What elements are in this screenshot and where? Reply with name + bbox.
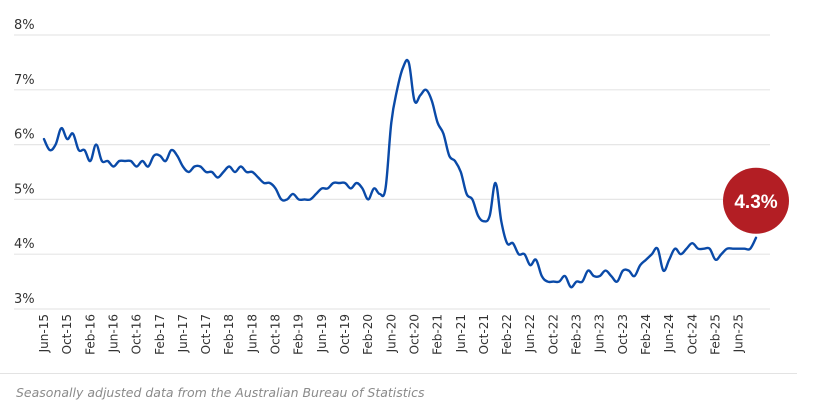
- x-tick-label: Feb-21: [431, 314, 445, 355]
- y-tick-label: 3%: [14, 292, 35, 307]
- y-tick-label: 6%: [14, 128, 35, 143]
- x-tick-label: Oct-23: [616, 314, 630, 354]
- footer-divider: [0, 373, 797, 374]
- gridlines: [14, 34, 770, 310]
- x-tick-label: Feb-22: [500, 314, 514, 355]
- x-tick-label: Jun-22: [523, 314, 537, 353]
- series-line-unemployment-rate: [42, 58, 758, 289]
- x-tick-label: Oct-16: [130, 314, 144, 354]
- y-tick-label: 4%: [14, 237, 35, 252]
- source-note: Seasonally adjusted data from the Austra…: [16, 385, 425, 400]
- x-tick-label: Jun-20: [384, 314, 398, 353]
- x-tick-label: Feb-20: [361, 314, 375, 355]
- x-tick-label: Jun-19: [315, 314, 329, 353]
- x-tick-label: Feb-16: [83, 314, 97, 355]
- x-tick-label: Jun-17: [176, 314, 190, 353]
- x-tick-label: Oct-19: [338, 314, 352, 354]
- x-tick-label: Jun-18: [245, 314, 259, 353]
- x-tick-label: Oct-22: [546, 314, 560, 354]
- badge-label: 4.3%: [734, 192, 777, 213]
- latest-value-badge: 4.3%: [723, 167, 789, 234]
- x-tick-label: Jun-16: [106, 314, 120, 353]
- x-tick-label: Jun-24: [662, 314, 676, 353]
- x-tick-label: Feb-25: [708, 314, 722, 355]
- x-tick-label: Jun-15: [37, 314, 51, 353]
- x-tick-label: Feb-24: [639, 314, 653, 355]
- x-tick-label: Jun-23: [593, 314, 607, 353]
- y-tick-label: 5%: [14, 182, 35, 197]
- x-tick-label: Feb-17: [153, 314, 167, 355]
- x-tick-label: Oct-21: [477, 314, 491, 354]
- x-axis-ticks: Jun-15 Oct-15 Feb-16 Jun-16 Oct-16 Feb-17 Jun-…: [37, 314, 746, 355]
- y-axis-ticks: 3% 4% 5% 6% 7% 8%: [14, 18, 35, 307]
- x-tick-label: Oct-17: [199, 314, 213, 354]
- x-tick-label: Oct-18: [269, 314, 283, 354]
- x-tick-label: Jun-21: [454, 314, 468, 353]
- x-tick-label: Feb-19: [292, 314, 306, 355]
- x-tick-label: Feb-18: [222, 314, 236, 355]
- x-tick-label: Oct-15: [60, 314, 74, 354]
- x-tick-label: Oct-24: [685, 314, 699, 354]
- y-tick-label: 7%: [14, 73, 35, 88]
- x-tick-label: Feb-23: [570, 314, 584, 355]
- x-tick-label: Oct-20: [407, 314, 421, 354]
- y-tick-label: 8%: [14, 18, 35, 33]
- x-tick-label: Jun-25: [732, 314, 746, 353]
- badge-circle: [723, 167, 789, 234]
